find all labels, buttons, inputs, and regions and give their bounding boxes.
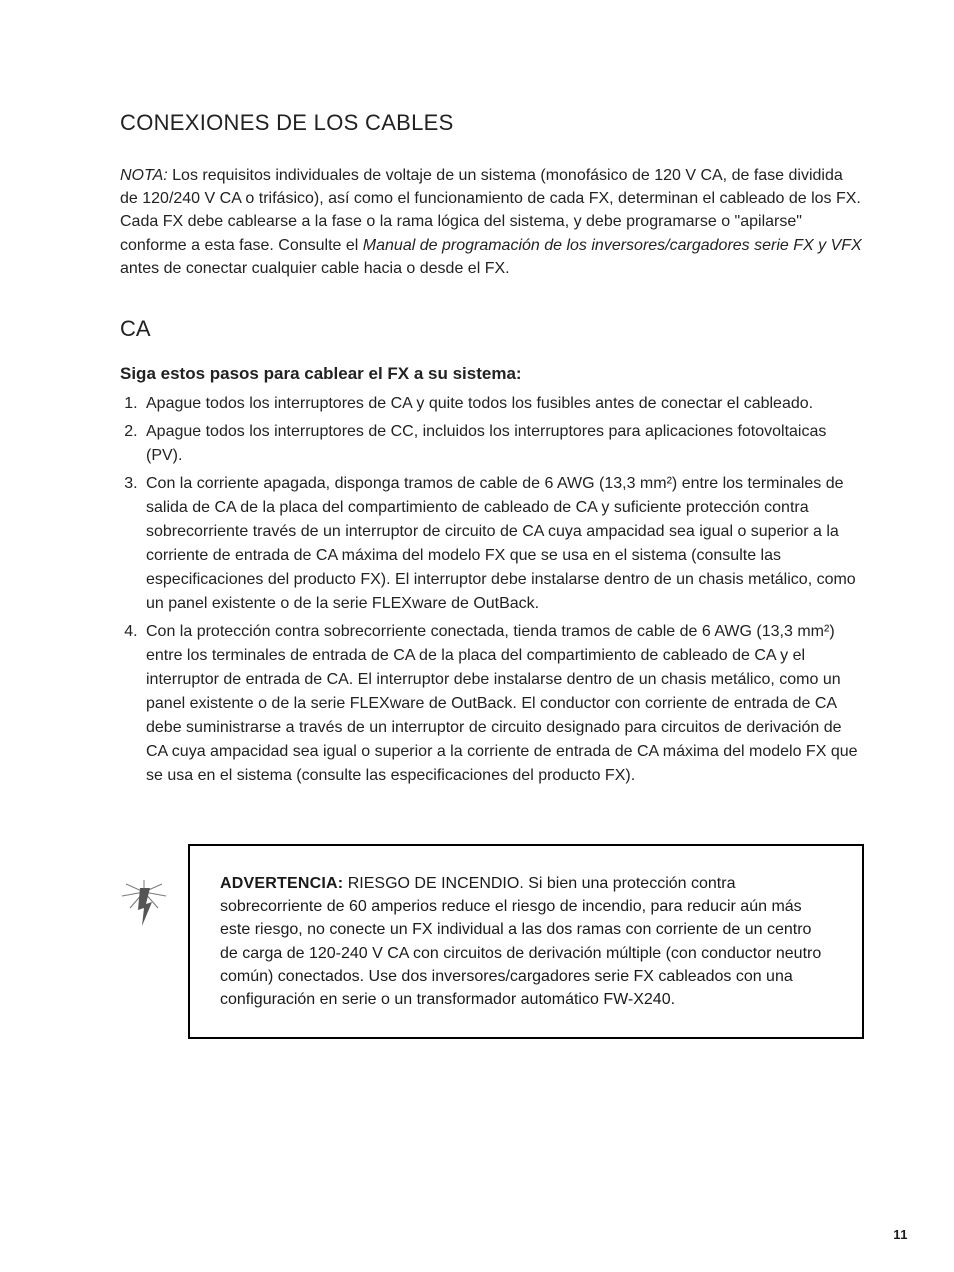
page-number: 11: [893, 1227, 908, 1242]
manual-reference: Manual de programación de los inversores…: [363, 237, 862, 254]
steps-intro: Siga estos pasos para cablear el FX a su…: [120, 364, 864, 384]
warning-shock-icon: [120, 878, 176, 947]
nota-body-after: antes de conectar cualquier cable hacia …: [120, 260, 510, 277]
step-item: Con la protección contra sobrecorriente …: [142, 620, 864, 788]
warning-container: ADVERTENCIA: RIESGO DE INCENDIO. Si bien…: [120, 844, 864, 1039]
step-item: Apague todos los interruptores de CC, in…: [142, 420, 864, 468]
warning-body: Si bien una protección contra sobrecorri…: [220, 875, 821, 1008]
ca-heading: CA: [120, 316, 864, 342]
nota-label: NOTA:: [120, 167, 168, 184]
step-item: Apague todos los interruptores de CA y q…: [142, 392, 864, 416]
nota-paragraph: NOTA: Los requisitos individuales de vol…: [120, 164, 864, 280]
step-item: Con la corriente apagada, disponga tramo…: [142, 472, 864, 616]
warning-label: ADVERTENCIA:: [220, 875, 343, 892]
warning-title: RIESGO DE INCENDIO.: [343, 875, 528, 892]
steps-list: Apague todos los interruptores de CA y q…: [120, 392, 864, 788]
warning-box: ADVERTENCIA: RIESGO DE INCENDIO. Si bien…: [188, 844, 864, 1039]
section-heading: CONEXIONES DE LOS CABLES: [120, 110, 864, 136]
